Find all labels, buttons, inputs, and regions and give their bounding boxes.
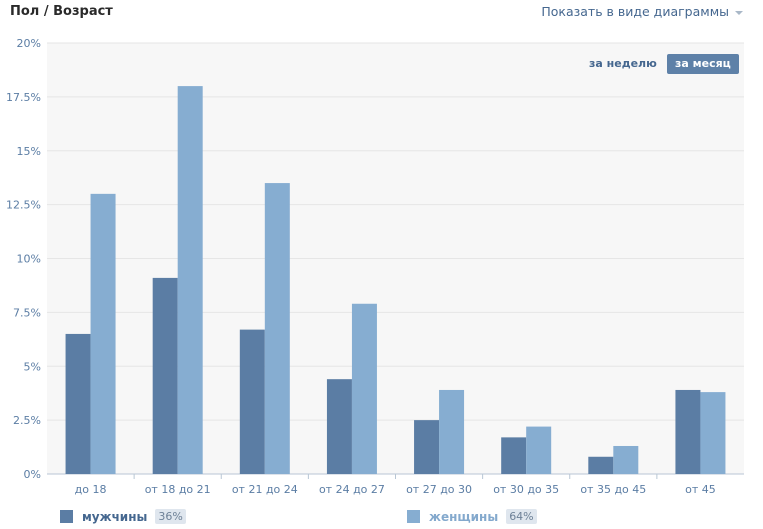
legend-label-men: мужчины [82, 509, 148, 524]
x-tick-label: от 24 до 27 [319, 483, 385, 496]
x-tick-label: от 30 до 35 [493, 483, 559, 496]
y-tick-label: 20% [17, 37, 41, 50]
x-tick-label: от 45 [685, 483, 716, 496]
x-tick-label: от 21 до 24 [232, 483, 298, 496]
period-month-button[interactable]: за месяц [667, 54, 739, 74]
legend-item-men[interactable]: мужчины 36% [60, 509, 186, 524]
y-tick-label: 17.5% [6, 91, 41, 104]
y-tick-label: 5% [24, 360, 41, 373]
bar-men [326, 379, 352, 474]
page-title: Пол / Возраст [10, 4, 113, 19]
bar-men [239, 329, 265, 474]
view-switch-dropdown[interactable]: Показать в виде диаграммы [541, 4, 743, 19]
legend-item-women[interactable]: женщины 64% [407, 509, 537, 524]
bar-women [90, 193, 116, 474]
bar-women [526, 426, 552, 474]
bar-men [152, 277, 178, 474]
legend-share-men: 36% [155, 509, 186, 524]
chevron-down-icon [735, 10, 743, 15]
y-tick-label: 12.5% [6, 199, 41, 212]
x-tick-label: до 18 [75, 483, 107, 496]
legend-share-women: 64% [506, 509, 537, 524]
y-tick-label: 7.5% [13, 306, 41, 319]
bar-men [65, 333, 91, 474]
legend-swatch-men [60, 510, 73, 523]
y-tick-label: 10% [17, 253, 41, 266]
bar-women [264, 183, 290, 474]
bar-women [439, 389, 465, 474]
x-tick-label: от 35 до 45 [580, 483, 646, 496]
age-gender-bar-chart: 0% 2.5% 5% 7.5% 10% 12.5% 15% 17.5% 20% до 18 от 1… [6, 37, 744, 496]
legend-swatch-women [407, 510, 420, 523]
y-tick-label: 0% [24, 468, 41, 481]
bar-men [675, 389, 701, 474]
legend-label-women: женщины [429, 509, 499, 524]
bar-women [351, 303, 377, 474]
y-tick-label: 15% [17, 145, 41, 158]
x-tick-label: от 18 до 21 [145, 483, 211, 496]
bar-women [177, 86, 203, 474]
bar-men [588, 456, 614, 474]
bar-women [613, 445, 639, 474]
bar-men [414, 420, 440, 474]
x-tick-label: от 27 до 30 [406, 483, 472, 496]
period-week-button[interactable]: за неделю [589, 57, 657, 70]
y-tick-label: 2.5% [13, 414, 41, 427]
bar-women [700, 392, 726, 474]
bar-men [501, 437, 527, 474]
view-switch-label: Показать в виде диаграммы [541, 4, 729, 19]
